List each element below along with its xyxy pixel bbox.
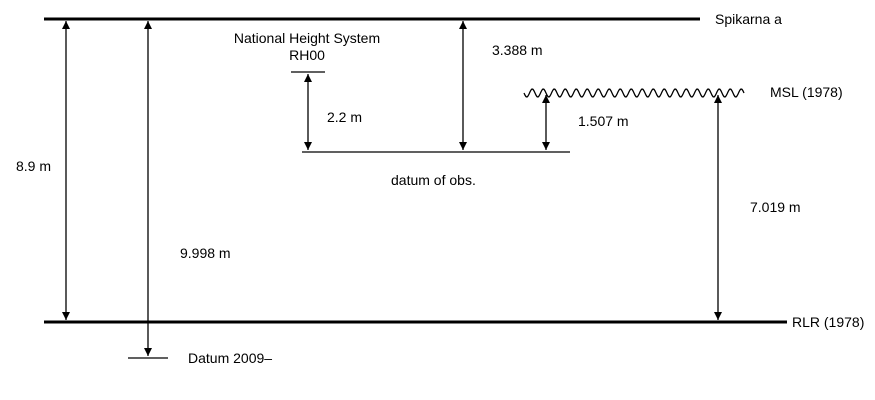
measure-9-998: 9.998 m (180, 245, 231, 261)
label-spikarna: Spikarna a (715, 11, 782, 27)
measure-8-9: 8.9 m (16, 158, 51, 174)
measure-3-388: 3.388 m (492, 42, 543, 58)
label-nhs-title: National Height System (234, 30, 380, 46)
label-msl: MSL (1978) (770, 84, 843, 100)
label-rh00: RH00 (289, 47, 325, 63)
label-rlr: RLR (1978) (792, 314, 864, 330)
label-datum-2009: Datum 2009– (188, 350, 272, 366)
measure-2-2: 2.2 m (327, 109, 362, 125)
measure-1-507: 1.507 m (578, 113, 629, 129)
measure-7-019: 7.019 m (750, 199, 801, 215)
msl-wave-line (523, 88, 745, 98)
label-datum-obs: datum of obs. (391, 172, 476, 188)
